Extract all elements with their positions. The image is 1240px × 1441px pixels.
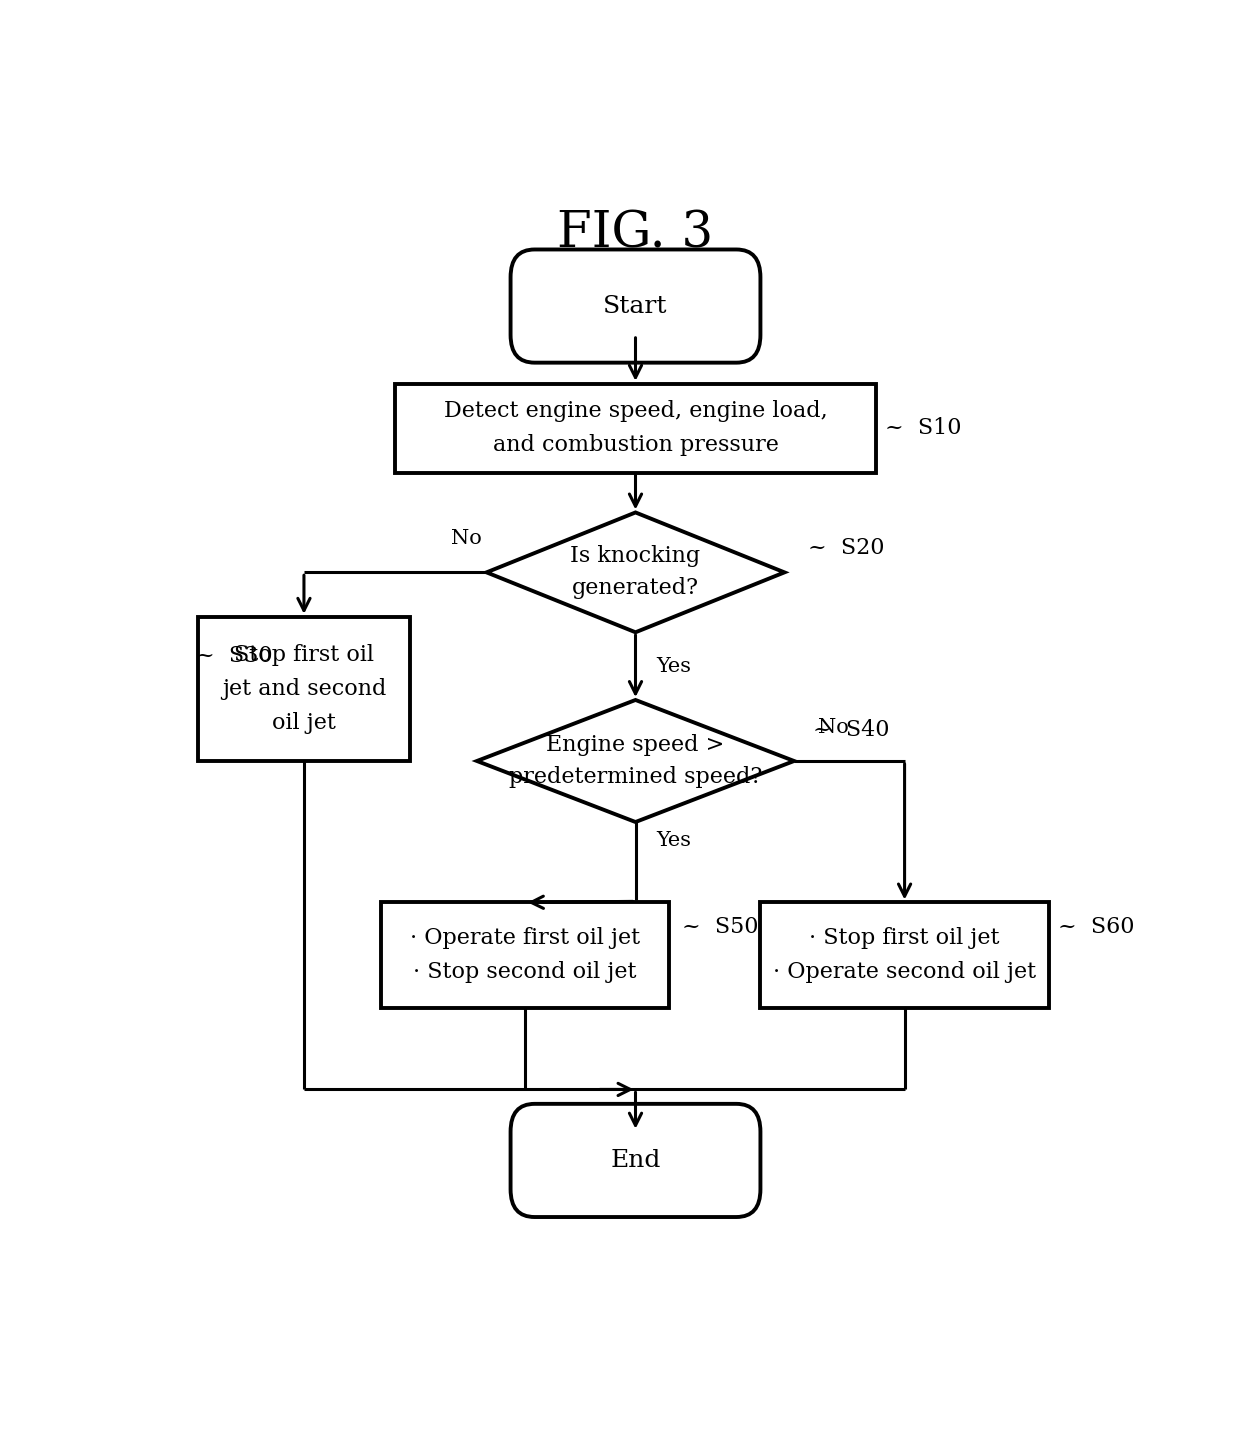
Bar — [198, 617, 409, 761]
Text: ~  S60: ~ S60 — [1058, 916, 1135, 938]
Polygon shape — [486, 513, 785, 633]
Text: Stop first oil
jet and second
oil jet: Stop first oil jet and second oil jet — [222, 644, 386, 733]
Text: End: End — [610, 1148, 661, 1172]
Text: Yes: Yes — [657, 657, 692, 676]
FancyBboxPatch shape — [511, 1104, 760, 1218]
Text: No: No — [818, 718, 849, 736]
Text: ~  S40: ~ S40 — [813, 719, 890, 741]
Text: No: No — [451, 529, 481, 548]
Text: Detect engine speed, engine load,
and combustion pressure: Detect engine speed, engine load, and co… — [444, 401, 827, 455]
Text: ~  S10: ~ S10 — [885, 416, 962, 440]
Text: ~  S30: ~ S30 — [196, 644, 273, 667]
Polygon shape — [477, 700, 794, 821]
Text: Yes: Yes — [657, 830, 692, 850]
Bar — [760, 902, 1049, 1007]
Bar — [381, 902, 670, 1007]
Text: FIG. 3: FIG. 3 — [557, 209, 714, 259]
Text: Engine speed >
predetermined speed?: Engine speed > predetermined speed? — [508, 733, 763, 788]
Text: ~  S50: ~ S50 — [682, 916, 758, 938]
Text: ~  S20: ~ S20 — [808, 537, 885, 559]
Text: · Stop first oil jet
· Operate second oil jet: · Stop first oil jet · Operate second oi… — [773, 927, 1037, 983]
Bar — [396, 383, 875, 473]
Text: Is knocking
generated?: Is knocking generated? — [570, 545, 701, 599]
Text: Start: Start — [603, 294, 668, 317]
FancyBboxPatch shape — [511, 249, 760, 363]
Text: · Operate first oil jet
· Stop second oil jet: · Operate first oil jet · Stop second oi… — [410, 927, 640, 983]
